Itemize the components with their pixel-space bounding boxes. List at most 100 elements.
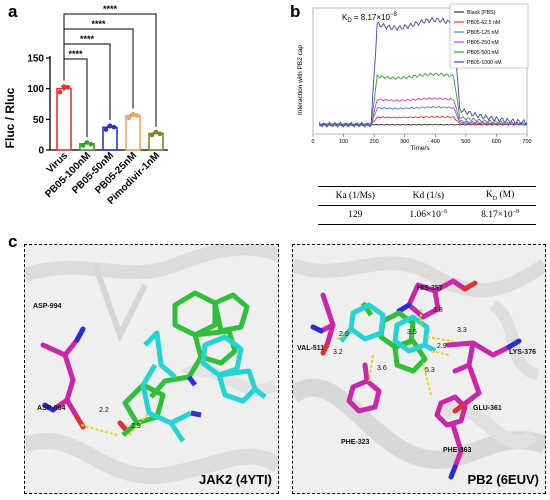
panel-b-x-axis-label: Time/s [410, 145, 430, 152]
data-point [153, 129, 159, 135]
kinetics-table-row: 129 1.06×10−6 8.17×10−8 [318, 205, 536, 225]
residue-label: GLU-361 [473, 405, 502, 412]
y-tick-label: 0 [38, 146, 44, 157]
residue-label: ASP-994 [37, 405, 66, 412]
significance-label: **** [91, 19, 106, 29]
legend-entry: PB05-1000 nM [467, 60, 502, 66]
bar [125, 114, 141, 151]
panel-a-y-axis-label: Fluc / Rluc [3, 87, 17, 148]
data-point [57, 89, 63, 95]
panel-c-letter: c [8, 232, 18, 251]
legend-box [449, 3, 529, 69]
panel-b-axes: 0 100 200 300 400 500 600 700 [311, 7, 532, 145]
jak2-structure-render [25, 245, 278, 485]
significance-bracket [63, 58, 88, 138]
panel-a-points [57, 84, 163, 148]
legend-entry: PB05-250 nM [467, 40, 499, 46]
residue-label: HIS-357 [417, 285, 443, 292]
series-line [318, 72, 528, 127]
data-point [149, 132, 155, 138]
data-point [103, 127, 109, 132]
significance-label: **** [68, 49, 83, 59]
distance-label: 3.8 [433, 307, 443, 314]
significance-label: **** [103, 4, 118, 14]
distance-label: 2.9 [339, 331, 349, 338]
x-tick-label: 500 [461, 139, 470, 145]
kinetics-table: Ka (1/Ms) Kd (1/s) KD (M) 129 1.06×10−6 … [318, 186, 536, 225]
distance-label: 3.3 [457, 327, 467, 334]
value-KD: 8.17×10−8 [464, 205, 536, 225]
header-KD: KD (M) [464, 186, 536, 206]
data-point [157, 131, 163, 137]
distance-label: 3.6 [377, 365, 387, 372]
panel-b-kd-annotation: KD = 8.17×10−8 [342, 12, 397, 24]
data-point [61, 84, 67, 89]
panel-b-sensorgram: 0 100 200 300 400 500 600 700 Blank (PBS) PB05-6… [297, 3, 532, 152]
x-tick-label: 100 [339, 139, 348, 145]
pb2-ligand-cyan [339, 302, 437, 354]
residue-label: VAL-511 [297, 345, 325, 352]
data-point [130, 111, 136, 117]
significance-bracket [63, 28, 134, 109]
data-point [134, 113, 140, 118]
legend-entry: Blank (PBS) [467, 10, 496, 16]
legend-entry: PB05-125 nM [467, 30, 499, 36]
panel-a-significance-brackets: **** **** **** **** [63, 4, 157, 138]
value-ka: 129 [318, 205, 393, 225]
header-ka: Ka (1/Ms) [318, 186, 393, 206]
panel-a-letter: a [8, 2, 18, 21]
distance-label: 2.2 [99, 407, 109, 414]
jak2-caption: JAK2 (4YTI) [199, 472, 272, 487]
pb2-residue-sticks [318, 278, 512, 470]
x-tick-label: 400 [431, 139, 440, 145]
residue-label: PHE-323 [341, 439, 370, 446]
x-tick-label: 600 [492, 139, 501, 145]
bar [56, 87, 72, 151]
residue-label: ASP-994 [33, 303, 62, 310]
ligand-green [121, 290, 250, 437]
data-point [88, 141, 94, 147]
panel-b-y-axis-label: Interaction with PB2 cap [297, 45, 304, 115]
kinetics-table-header: Ka (1/Ms) Kd (1/s) KD (M) [318, 186, 536, 206]
jak2-structure-panel: ASP-994 ASP-994 2.2 2.9 JAK2 (4YTI) [24, 244, 279, 494]
distance-label: 5.3 [425, 367, 435, 374]
header-kd: Kd (1/s) [392, 186, 465, 206]
distance-label: 2.9 [131, 423, 141, 430]
pb2-structure-panel: HIS-357 VAL-511 LYS-376 GLU-361 PHE-323 … [292, 244, 546, 494]
asp-994-sticks [40, 337, 80, 420]
panel-a-x-tick-labels: VirusPB05-100nMPB05-50nMPB05-25nMPimodiv… [43, 150, 162, 207]
x-tick-label: 700 [522, 139, 531, 145]
panel-a-axes: 0 50 100 150 [27, 54, 168, 157]
distance-label: 2.9 [437, 343, 447, 350]
legend-entry: PB05-500 nM [467, 50, 499, 56]
data-point [126, 115, 132, 121]
residue-label: LYS-376 [509, 349, 536, 356]
pb2-structure-render [293, 256, 545, 480]
distance-label: 3.2 [333, 349, 343, 356]
data-point [107, 123, 113, 129]
plot-frame [312, 7, 528, 135]
y-tick-label: 150 [27, 54, 44, 65]
panel-b-legend: Blank (PBS) PB05-62.5 nM PB05-125 nM PB05-2… [449, 3, 529, 69]
ligand-cyan [140, 330, 267, 443]
x-tick-label: 200 [370, 139, 379, 145]
series-line [319, 105, 528, 127]
panel-b-letter: b [290, 2, 301, 21]
significance-label: **** [80, 34, 95, 44]
series-line [318, 16, 528, 128]
data-point [84, 140, 90, 145]
value-kd: 1.06×10−6 [392, 205, 465, 225]
panel-b-series-lines [318, 16, 528, 128]
data-point [111, 124, 117, 130]
data-point [65, 84, 71, 90]
y-tick-label: 50 [33, 115, 45, 126]
residue-label: PHE-363 [443, 447, 472, 454]
y-tick-label: 100 [27, 84, 44, 95]
x-tick-label: 300 [400, 139, 409, 145]
distance-label: 3.5 [407, 329, 417, 336]
pb2-caption: PB2 (6EUV) [467, 472, 539, 487]
data-point [80, 143, 86, 148]
legend-entry: PB05-62.5 nM [467, 20, 500, 26]
x-tick-label: 0 [311, 139, 314, 145]
panel-a-bar-chart: 0 50 100 150 **** **** **** **** VirusPB05-100… [3, 4, 168, 207]
